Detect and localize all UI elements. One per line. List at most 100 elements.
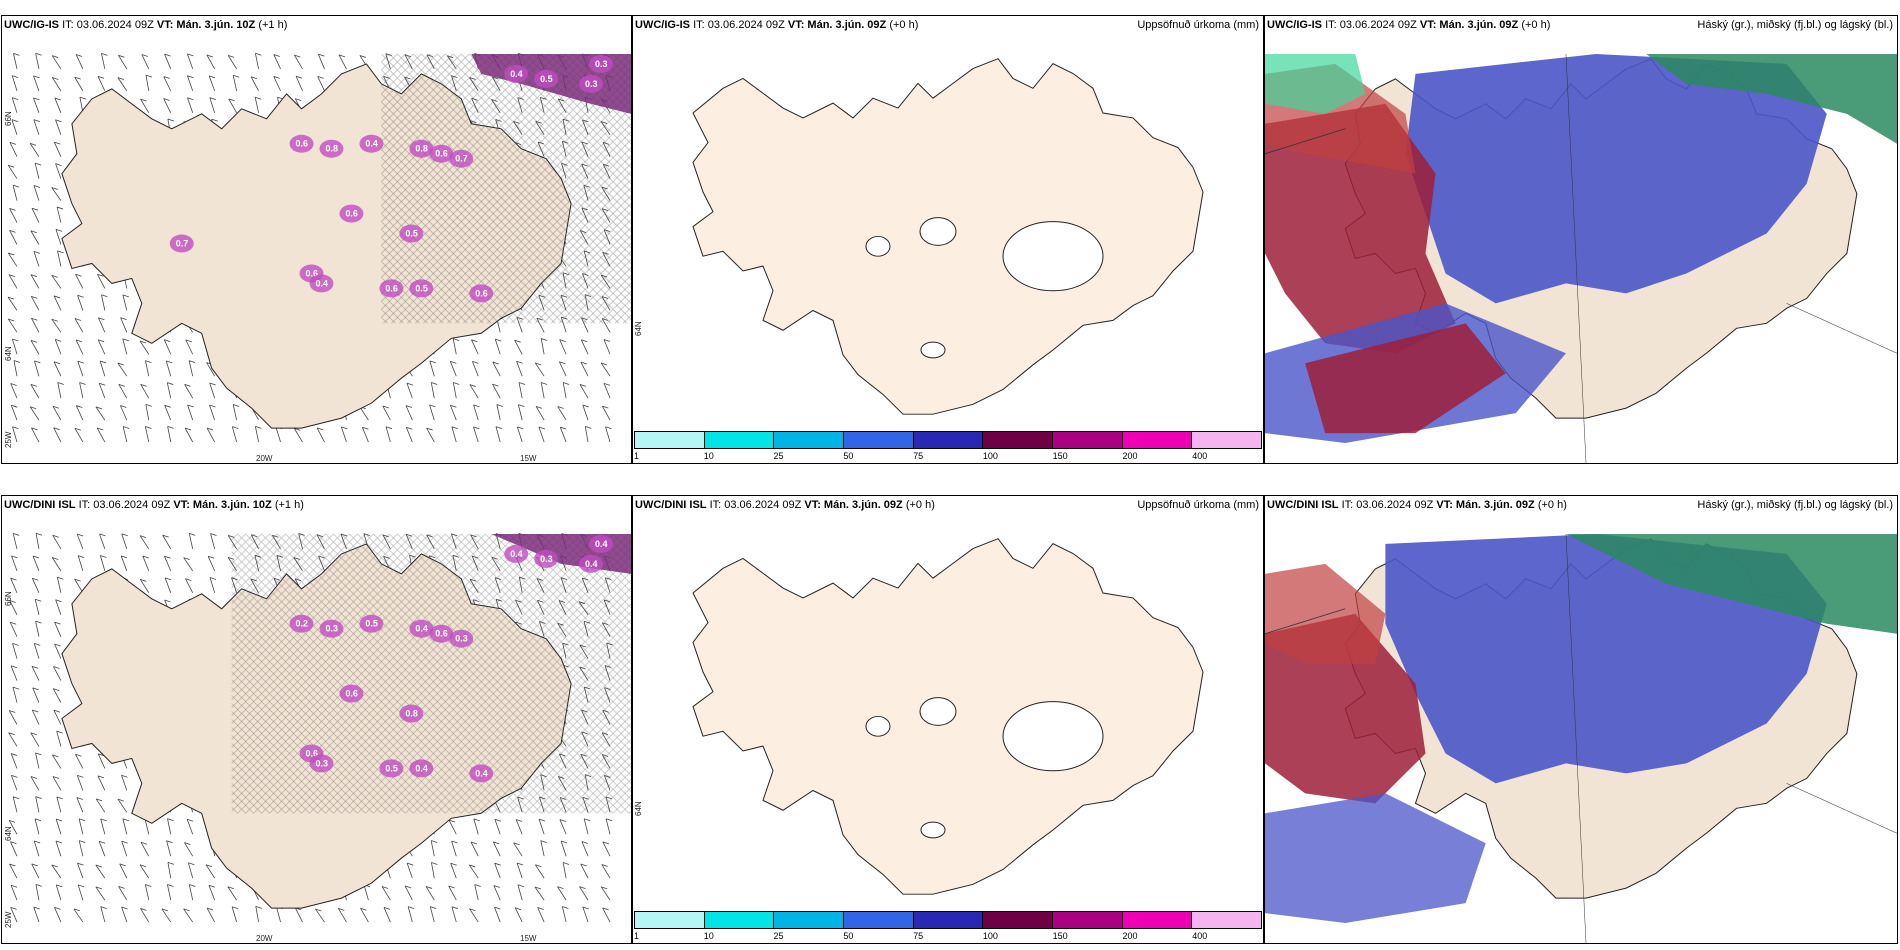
colorbar-cell (1122, 432, 1193, 448)
wind-barb (31, 318, 40, 333)
precip-value-label: 0.8 (415, 144, 427, 154)
wind-barb (51, 55, 62, 70)
wind-barb (99, 360, 106, 377)
precip-value-label: 0.4 (595, 539, 607, 549)
wind-barb (122, 426, 128, 443)
precip-blob (399, 224, 424, 243)
wind-barb (294, 907, 303, 923)
wind-barb-flag (122, 338, 129, 342)
wind-barb (144, 426, 150, 443)
wind-barb (30, 296, 40, 311)
precip-value-label: 0.5 (365, 619, 377, 629)
wind-barb-flag (51, 864, 58, 868)
wind-barb-flag (318, 53, 325, 57)
precip-blob (319, 619, 344, 638)
wind-barb (31, 709, 40, 725)
precip-value-label: 0.3 (540, 554, 552, 564)
precip-blob (409, 759, 434, 778)
wind-barb (31, 578, 40, 593)
wind-barb-flag (603, 382, 611, 386)
wind-barb (431, 862, 435, 879)
cloud-mid-streak (1305, 323, 1506, 434)
wind-barb (7, 252, 18, 267)
wind-barb (100, 818, 106, 835)
wind-barb (579, 886, 589, 901)
wind-barb (163, 98, 172, 113)
wind-barb (145, 75, 150, 91)
wind-barb-flag (121, 555, 128, 559)
wind-barb-flag (250, 76, 258, 80)
wind-barb-flag (211, 118, 218, 122)
wind-barb (142, 555, 150, 572)
precip-value-label: 0.6 (435, 149, 447, 159)
wind-barb (187, 75, 194, 91)
model-name: UWC/DINI ISL (1267, 499, 1339, 511)
wind-barb (12, 185, 18, 201)
wind-barb-flag (139, 535, 147, 538)
wind-barb-flag (10, 753, 18, 756)
wind-barb (30, 274, 40, 289)
precip-blob (379, 759, 404, 778)
wind-barb-flag (140, 841, 148, 845)
wind-barb (538, 819, 545, 835)
wind-barb (562, 862, 567, 879)
wind-barb-flag (12, 426, 19, 430)
wind-barb (275, 426, 281, 443)
wind-barb-flag (12, 184, 20, 188)
wind-barb (52, 535, 62, 550)
precip-value-label: 0.6 (306, 748, 318, 758)
wind-barb (56, 206, 62, 223)
wind-barb (77, 862, 84, 879)
precip-blob (289, 614, 314, 633)
wind-barb (120, 555, 128, 572)
panel-title: UWC/IG-IS IT: 03.06.2024 09Z VT: Mán. 3.… (2, 16, 631, 34)
precip-blob (309, 754, 334, 773)
wind-barb-flag (453, 338, 460, 341)
wind-barb (495, 426, 501, 443)
wind-barb-flag (451, 426, 458, 430)
wind-barb-flag (273, 54, 280, 57)
wind-barb-flag (562, 862, 570, 865)
wind-barb-flag (139, 864, 147, 868)
wind-barb (580, 339, 589, 355)
wind-barb (404, 885, 413, 901)
wind-barb-flag (117, 77, 124, 81)
colorbar-cell (1053, 432, 1123, 448)
wind-barb (79, 382, 84, 399)
wind-barb (55, 840, 62, 857)
wind-barb (55, 599, 62, 615)
wind-barb-flag (494, 906, 501, 910)
wind-barb (448, 819, 457, 835)
wind-barb (33, 251, 40, 267)
wind-barb (8, 710, 18, 725)
wind-barb-flag (605, 426, 612, 430)
wind-barb (10, 578, 18, 593)
wind-barb (30, 732, 40, 747)
wind-barb (602, 841, 611, 857)
valid-time: VT: Mán. 3.jún. 09Z (1419, 19, 1519, 31)
wind-barb-flag (100, 555, 107, 558)
wind-barb-flag (513, 842, 520, 846)
wind-barb-flag (13, 533, 20, 536)
colorbar-tick-label: 50 (843, 931, 854, 941)
wind-barb-flag (10, 884, 18, 888)
wind-barb (95, 886, 106, 901)
precip-value-label: 0.3 (585, 79, 597, 89)
wind-barb-flag (184, 383, 191, 387)
wind-barb (53, 710, 62, 725)
wind-barb-flag (164, 53, 171, 57)
wind-barb-flag (557, 406, 564, 409)
wind-barb-flag (579, 886, 586, 890)
precip-value-label: 0.4 (585, 559, 597, 569)
wind-barb-flag (515, 819, 523, 822)
lead-time: (+1 h) (274, 499, 304, 511)
wind-barb-flag (557, 886, 564, 890)
precip-value-label: 0.6 (385, 283, 397, 293)
wind-barb (164, 556, 172, 572)
wind-barb-flag (35, 796, 42, 800)
wind-barb (77, 555, 84, 571)
wind-barb-flag (473, 404, 480, 408)
wind-barb (187, 404, 194, 421)
wind-barb (29, 143, 40, 157)
wind-barb (77, 295, 84, 311)
